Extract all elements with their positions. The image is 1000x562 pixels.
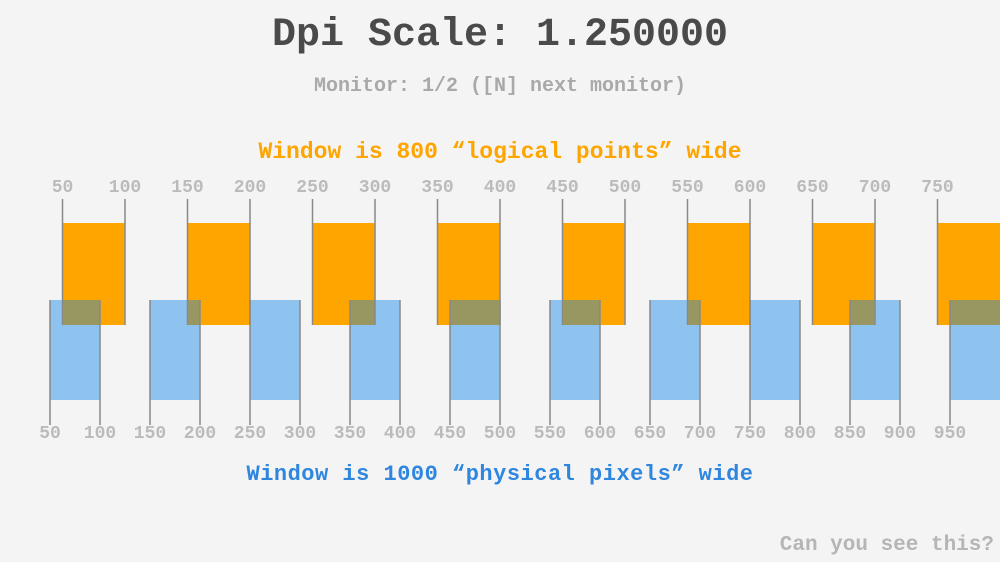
svg-text:500: 500 (484, 424, 516, 444)
svg-text:350: 350 (334, 424, 366, 444)
svg-text:850: 850 (834, 424, 866, 444)
svg-text:100: 100 (84, 424, 116, 444)
svg-text:950: 950 (934, 424, 966, 444)
svg-text:750: 750 (734, 424, 766, 444)
svg-text:650: 650 (796, 178, 828, 198)
svg-text:50: 50 (39, 424, 61, 444)
svg-text:200: 200 (184, 424, 216, 444)
svg-text:150: 150 (171, 178, 203, 198)
svg-text:500: 500 (609, 178, 641, 198)
svg-text:750: 750 (921, 178, 953, 198)
svg-text:100: 100 (109, 178, 141, 198)
svg-text:200: 200 (234, 178, 266, 198)
svg-text:600: 600 (584, 424, 616, 444)
svg-text:700: 700 (684, 424, 716, 444)
svg-text:900: 900 (884, 424, 916, 444)
svg-text:550: 550 (534, 424, 566, 444)
svg-text:250: 250 (234, 424, 266, 444)
svg-text:300: 300 (359, 178, 391, 198)
svg-text:800: 800 (784, 424, 816, 444)
svg-text:600: 600 (734, 178, 766, 198)
svg-text:450: 450 (434, 424, 466, 444)
svg-text:700: 700 (859, 178, 891, 198)
svg-text:550: 550 (671, 178, 703, 198)
svg-text:400: 400 (484, 178, 516, 198)
svg-text:300: 300 (284, 424, 316, 444)
svg-text:450: 450 (546, 178, 578, 198)
svg-text:400: 400 (384, 424, 416, 444)
svg-text:150: 150 (134, 424, 166, 444)
svg-text:250: 250 (296, 178, 328, 198)
svg-text:50: 50 (52, 178, 74, 198)
svg-text:350: 350 (421, 178, 453, 198)
svg-text:650: 650 (634, 424, 666, 444)
